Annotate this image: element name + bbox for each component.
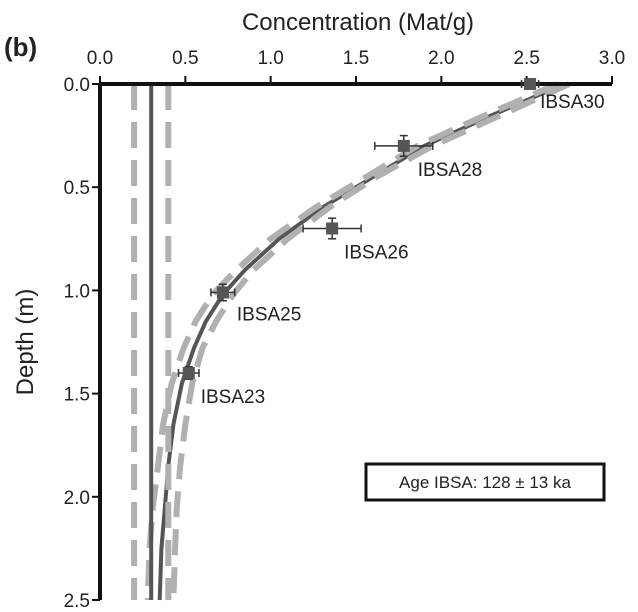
model-curve-2 [170,81,571,601]
x-axis-title: Concentration (Mat/g) [242,9,474,36]
point-label: IBSA25 [237,304,301,325]
point-label: IBSA23 [201,387,265,408]
annotation-frame [364,462,606,502]
x-tick-label: 2.5 [513,48,539,69]
x-tick-label: 1.5 [343,48,369,69]
annotation-box: Age IBSA: 128 ± 13 ka [364,462,606,502]
y-tick-label: 0.5 [64,178,90,199]
y-tick-label: 2.5 [64,591,90,607]
x-tick-label: 1.0 [257,48,283,69]
tick-marks: 0.0 0.5 1.0 1.5 2.0 2.5 3.0 0.0 0.5 1.0 1.5 2.0 2.5 [64,48,626,612]
x-tick-label: 2.0 [428,48,454,69]
point-label: IBSA26 [344,242,408,263]
x-tick-label: 0.0 [87,48,113,69]
y-tick-label: 1.0 [64,281,90,302]
panel-label: (b) [4,32,37,62]
point-marker [524,78,537,90]
point-label: IBSA28 [418,160,482,181]
data-point-ibsa25: IBSA25 [210,283,301,325]
point-marker [182,366,195,379]
y-tick-label: 0.0 [64,75,90,96]
data-points: IBSA30 IBSA28 IBSA26 IBSA25 IBSA23 [177,78,605,408]
x-tick-label: 0.5 [172,48,198,69]
model-curve-1 [157,82,565,601]
point-marker [326,222,339,235]
model-curve-3 [144,81,559,601]
y-axis-title: Depth (m) [12,289,39,396]
data-point-ibsa30: IBSA30 [520,78,605,113]
x-tick-label: 3.0 [599,48,625,69]
y-tick-label: 2.0 [64,488,90,509]
data-point-ibsa26: IBSA26 [302,217,409,263]
point-label: IBSA30 [540,92,604,113]
model-curves [131,81,571,601]
point-marker [216,286,229,299]
data-point-ibsa23: IBSA23 [177,366,265,408]
data-point-ibsa28: IBSA28 [374,134,482,181]
axes [98,82,612,600]
annotation-text: Age IBSA: 128 ± 13 ka [399,473,571,492]
y-tick-label: 1.5 [64,385,90,406]
point-marker [397,139,410,152]
